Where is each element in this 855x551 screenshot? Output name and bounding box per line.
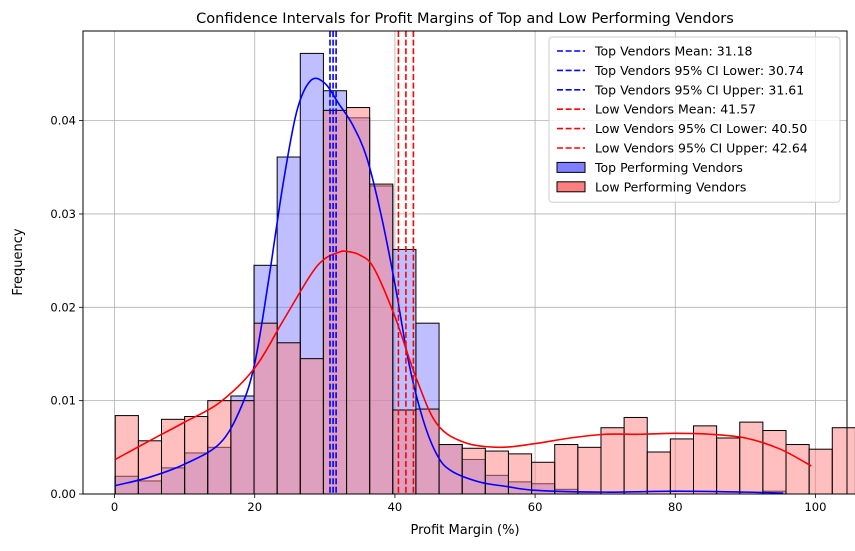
bar-low-18 <box>531 461 556 495</box>
legend-box <box>548 36 841 203</box>
legend: Top Vendors Mean: 31.18 Top Vendors 95% C… <box>548 36 841 203</box>
kde-line-top <box>115 77 784 494</box>
bar-low-19 <box>554 444 579 495</box>
legend-patch-7 <box>556 181 586 193</box>
y-axis-label: Frequency <box>11 228 26 295</box>
chart-title: Confidence Intervals for Profit Margins … <box>196 11 734 27</box>
y-tick-label-0: 0.00 <box>50 487 76 501</box>
bar-low-20 <box>577 446 602 495</box>
legend-patch-6 <box>556 161 586 173</box>
bar-low-10 <box>346 107 371 495</box>
x-tick-label-3: 60 <box>528 500 543 514</box>
legend-label-6: Top Performing Vendors <box>594 160 743 175</box>
bar-low-22 <box>623 416 648 495</box>
legend-label-0: Top Vendors Mean: 31.18 <box>594 44 753 59</box>
bar-low-15 <box>461 447 486 495</box>
x-axis-ticks: 0 20 40 60 80 100 <box>111 494 826 514</box>
bar-low-11 <box>369 183 394 495</box>
bar-low-7 <box>276 342 301 495</box>
legend-label-7: Low Performing Vendors <box>595 179 746 194</box>
x-tick-label-0: 0 <box>111 500 118 514</box>
x-tick-label-2: 40 <box>388 500 403 514</box>
bar-low-5 <box>230 400 255 495</box>
bar-low-29 <box>785 444 810 495</box>
bar-low-8 <box>299 358 324 495</box>
kde-line-low <box>114 250 812 467</box>
bar-low-26 <box>716 437 741 495</box>
legend-label-2: Top Vendors 95% CI Upper: 31.61 <box>594 82 804 97</box>
bars-low-performing <box>114 107 855 495</box>
bar-low-12 <box>392 409 417 495</box>
y-tick-label-4: 0.04 <box>50 114 76 128</box>
x-tick-label-4: 80 <box>668 500 683 514</box>
x-axis-label: Profit Margin (%) <box>410 523 519 538</box>
bar-low-2 <box>161 418 186 495</box>
kde-curves <box>114 77 812 494</box>
bar-low-23 <box>646 451 671 495</box>
y-tick-label-1: 0.01 <box>50 394 76 408</box>
legend-label-1: Top Vendors 95% CI Lower: 30.74 <box>594 63 804 78</box>
bar-low-21 <box>600 427 625 495</box>
bar-low-27 <box>739 421 764 495</box>
bar-low-28 <box>762 430 787 495</box>
y-axis-ticks: 0.00 0.01 0.02 0.03 0.04 <box>50 114 83 501</box>
y-tick-label-2: 0.02 <box>50 300 76 314</box>
bar-low-24 <box>669 438 694 495</box>
legend-label-3: Low Vendors Mean: 41.57 <box>595 102 756 117</box>
plot-frame <box>82 30 848 495</box>
x-tick-label-1: 20 <box>247 500 262 514</box>
bar-low-25 <box>692 425 718 495</box>
bar-low-14 <box>438 444 463 495</box>
x-tick-label-5: 100 <box>804 500 826 514</box>
bar-low-30 <box>808 448 833 495</box>
bar-low-31 <box>831 427 855 495</box>
bar-low-16 <box>484 450 509 495</box>
bar-low-4 <box>207 400 232 495</box>
legend-label-5: Low Vendors 95% CI Upper: 42.64 <box>595 141 808 156</box>
legend-label-4: Low Vendors 95% CI Lower: 40.50 <box>595 121 807 136</box>
y-tick-label-3: 0.03 <box>50 207 76 221</box>
bar-low-9 <box>322 109 348 495</box>
bar-low-1 <box>137 440 163 495</box>
